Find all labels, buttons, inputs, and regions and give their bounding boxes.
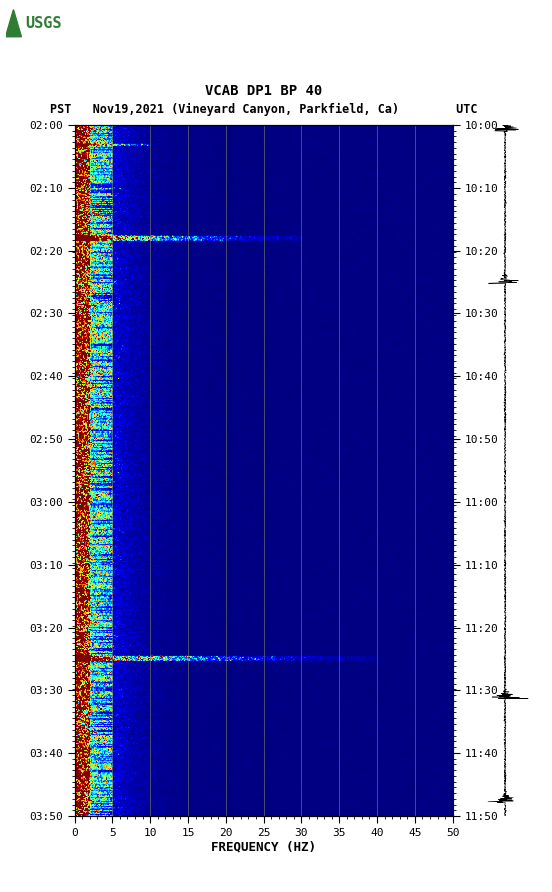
X-axis label: FREQUENCY (HZ): FREQUENCY (HZ) <box>211 841 316 854</box>
Text: USGS: USGS <box>25 16 62 30</box>
Text: PST   Nov19,2021 (Vineyard Canyon, Parkfield, Ca)        UTC: PST Nov19,2021 (Vineyard Canyon, Parkfie… <box>50 103 477 116</box>
Text: VCAB DP1 BP 40: VCAB DP1 BP 40 <box>205 84 322 98</box>
Polygon shape <box>6 10 22 37</box>
